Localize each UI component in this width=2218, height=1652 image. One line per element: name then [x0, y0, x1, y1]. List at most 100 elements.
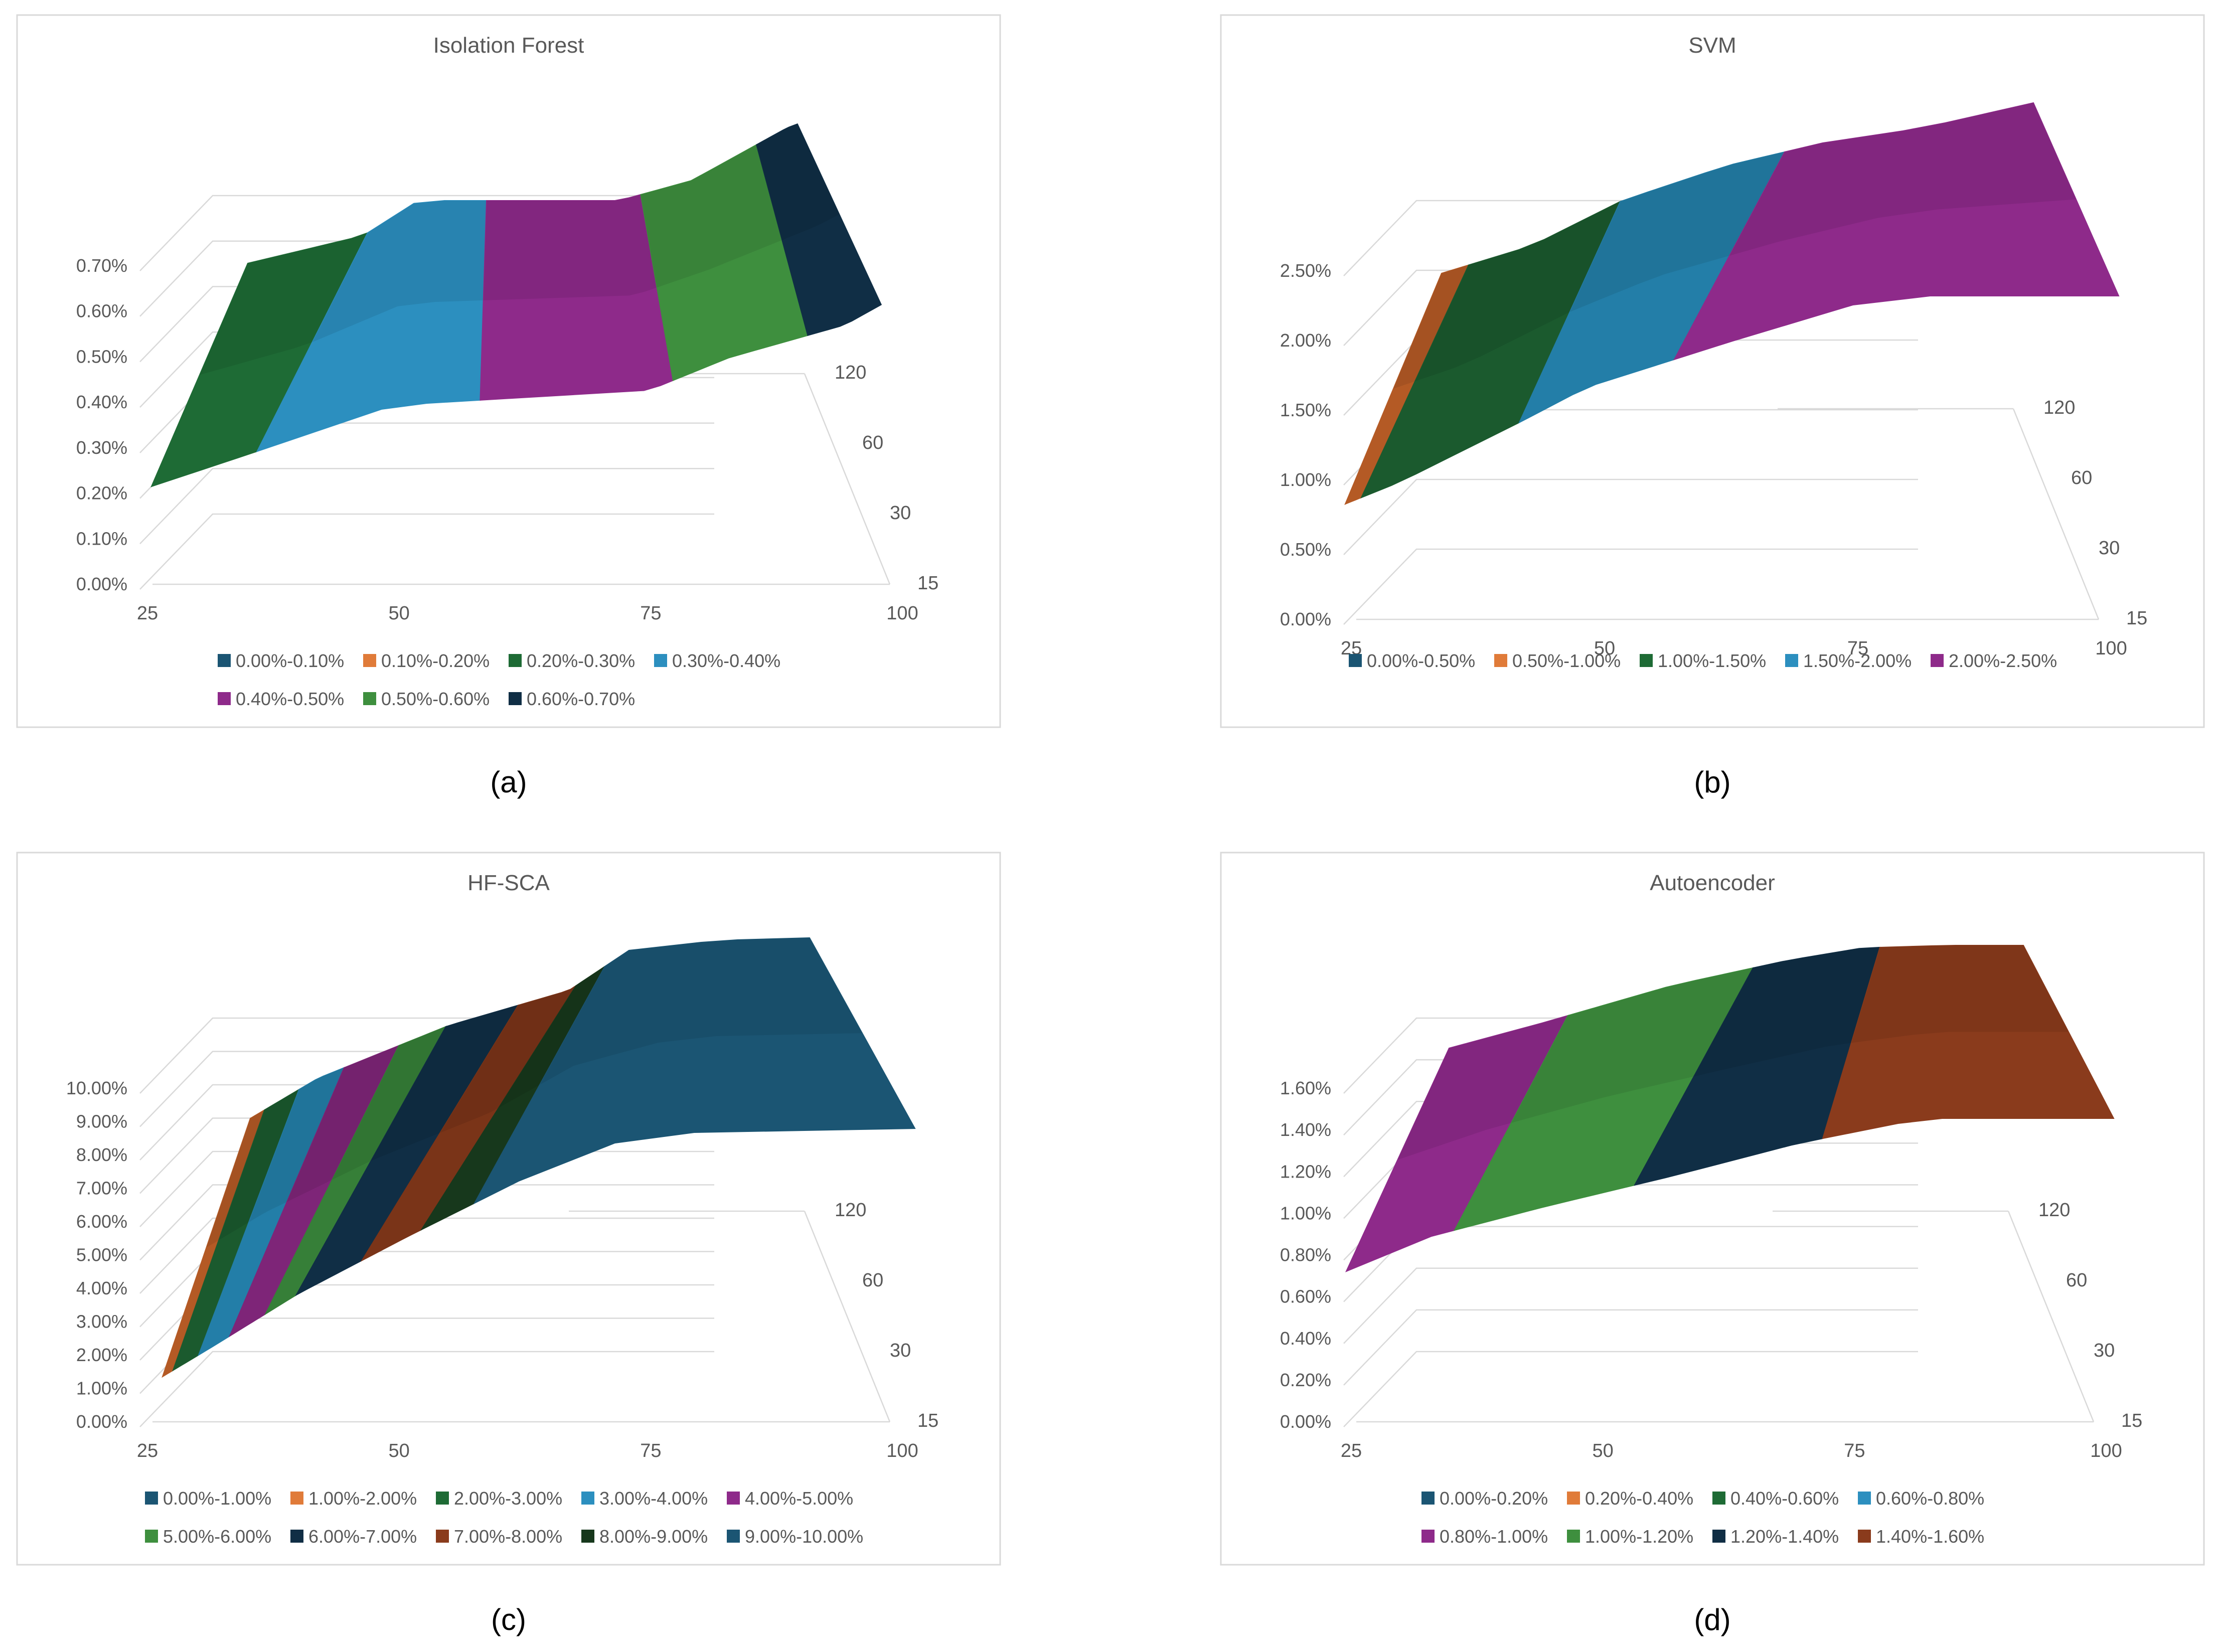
- z-tick-label: 0.20%: [1280, 1370, 1331, 1390]
- y-tick-label: 60: [862, 1270, 883, 1291]
- gridline: [1343, 478, 1918, 555]
- z-tick-label: 1.20%: [1280, 1161, 1331, 1182]
- z-tick-label: 1.00%: [76, 1378, 127, 1399]
- surface-shade: [1397, 1016, 1568, 1160]
- z-tick-label: 0.20%: [76, 483, 127, 504]
- surface-shade: [641, 144, 782, 288]
- x-tick-label: 75: [640, 1440, 661, 1461]
- x-tick-label: 100: [2090, 1440, 2122, 1461]
- legend-swatch: [218, 654, 231, 667]
- legend-swatch: [1421, 1492, 1435, 1505]
- panel-caption: (c): [491, 1603, 526, 1636]
- z-tick-label: 6.00%: [76, 1211, 127, 1232]
- surface-shade: [756, 124, 840, 240]
- gridline: [139, 195, 714, 271]
- z-tick-label: 2.00%: [1280, 330, 1331, 351]
- chart-panel: HF-SCA 0.00% 1.00% 2.00% 3.00% 4.00% 5.00% 6.00…: [16, 852, 1001, 1566]
- surface-shade: [206, 1110, 265, 1248]
- surface-shade: [440, 985, 576, 1133]
- y-tick-label: 120: [2043, 397, 2075, 418]
- gridline: [139, 513, 714, 590]
- z-tick-label: 0.00%: [1280, 1411, 1331, 1432]
- y-tick-label: 30: [890, 1340, 911, 1361]
- x-tick-label: 100: [2095, 638, 2127, 659]
- legend-label: 0.20%-0.30%: [527, 650, 635, 671]
- surface-shade: [1511, 968, 1753, 1123]
- z-tick-label: 0.70%: [76, 255, 127, 276]
- legend-label: 2.00%-2.50%: [1949, 650, 2057, 671]
- z-tick-label: 1.50%: [1280, 400, 1331, 420]
- z-tick-label: 0.50%: [76, 346, 127, 367]
- y-axis-line: [2007, 1211, 2095, 1422]
- surface-band: [473, 937, 916, 1205]
- z-tick-label: 10.00%: [66, 1078, 127, 1098]
- z-tick-label: 3.00%: [76, 1311, 127, 1332]
- z-tick-label: 0.80%: [1280, 1245, 1331, 1265]
- x-tick-label: 25: [1341, 1440, 1362, 1461]
- y-axis-line: [804, 373, 891, 585]
- surface-band: [1822, 945, 2115, 1139]
- x-tick-label: 50: [1593, 1440, 1614, 1461]
- surface-shade: [312, 201, 487, 343]
- surface-shade: [540, 938, 862, 1085]
- x-tick-label: 75: [1844, 1440, 1865, 1461]
- surface-shade: [1694, 947, 1880, 1077]
- y-axis-line: [2012, 408, 2100, 620]
- surface-shade: [200, 233, 368, 375]
- legend-swatch: [1494, 654, 1507, 667]
- legend-swatch: [727, 1492, 740, 1505]
- z-tick-label: 1.60%: [1280, 1078, 1331, 1098]
- legend-label: 0.00%-0.20%: [1440, 1488, 1548, 1509]
- legend-label: 1.00%-2.00%: [308, 1488, 417, 1509]
- z-tick-label: 7.00%: [76, 1178, 127, 1199]
- legend-label: 0.80%-1.00%: [1440, 1526, 1548, 1547]
- y-tick-label: 60: [2066, 1270, 2087, 1291]
- legend-label: 7.00%-8.00%: [454, 1526, 562, 1547]
- legend-swatch: [654, 654, 667, 667]
- legend-swatch: [1712, 1492, 1725, 1505]
- x-tick-label: 100: [886, 603, 918, 624]
- surface-band: [756, 123, 882, 337]
- legend-label: 8.00%-9.00%: [599, 1526, 708, 1547]
- surface-shade: [1569, 152, 1785, 312]
- legend-swatch: [1712, 1530, 1725, 1543]
- legend-swatch: [1567, 1530, 1580, 1543]
- chart-title: HF-SCA: [467, 871, 550, 895]
- surface-shade: [483, 195, 657, 300]
- legend-swatch: [290, 1492, 303, 1505]
- legend-label: 0.00%-1.00%: [163, 1488, 271, 1509]
- y-tick-label: 15: [917, 573, 938, 594]
- x-tick-label: 75: [1847, 638, 1868, 659]
- y-tick-label: 120: [835, 1200, 866, 1221]
- chart-panel: Isolation Forest 0.00% 0.10% 0.20% 0.30% 0.40…: [16, 14, 1001, 728]
- legend-swatch: [1349, 654, 1362, 667]
- z-tick-label: 8.00%: [76, 1144, 127, 1165]
- panel-caption: (d): [1694, 1603, 1730, 1636]
- legend-swatch: [1567, 1492, 1580, 1505]
- legend-label: 0.30%-0.40%: [672, 650, 780, 671]
- legend-swatch: [1421, 1530, 1435, 1543]
- y-tick-label: 120: [835, 362, 866, 383]
- legend-swatch: [509, 654, 522, 667]
- y-tick-label: 120: [2038, 1200, 2070, 1221]
- legend-swatch: [1858, 1530, 1871, 1543]
- legend-label: 3.00%-4.00%: [599, 1488, 708, 1509]
- x-tick-label: 50: [389, 603, 410, 624]
- gridline: [139, 1217, 714, 1294]
- panel-caption: (b): [1694, 765, 1730, 799]
- legend-label: 2.00%-3.00%: [454, 1488, 562, 1509]
- z-tick-label: 0.60%: [1280, 1286, 1331, 1307]
- y-tick-label: 30: [2099, 538, 2120, 559]
- y-axis-line: [804, 1211, 891, 1422]
- surface-shade: [287, 1045, 399, 1202]
- legend-label: 6.00%-7.00%: [308, 1526, 417, 1547]
- legend-swatch: [1785, 654, 1798, 667]
- z-tick-label: 4.00%: [76, 1278, 127, 1298]
- gridline: [139, 1351, 714, 1427]
- chart-title: Autoencoder: [1650, 871, 1775, 895]
- gridline: [1343, 1267, 1918, 1344]
- legend-swatch: [581, 1492, 594, 1505]
- z-tick-label: 9.00%: [76, 1111, 127, 1132]
- legend-label: 0.10%-0.20%: [381, 650, 490, 671]
